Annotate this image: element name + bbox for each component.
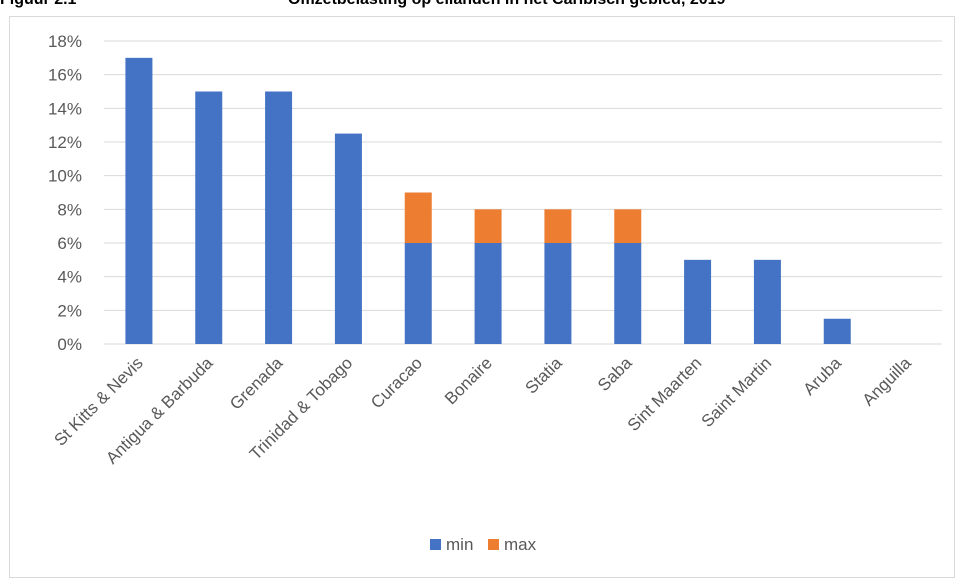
x-tick-label: Grenada bbox=[226, 353, 287, 414]
legend: min max bbox=[430, 535, 537, 554]
y-tick-label: 12% bbox=[48, 133, 82, 152]
legend-label-min: min bbox=[446, 535, 473, 554]
bar-min bbox=[334, 133, 362, 344]
bar-max bbox=[614, 209, 642, 243]
figure-header: Figuur 2.1 Omzetbelasting op eilanden in… bbox=[0, 0, 957, 20]
bar-min bbox=[125, 57, 153, 344]
bars bbox=[125, 57, 851, 344]
bar-min bbox=[684, 259, 712, 344]
y-tick-label: 2% bbox=[57, 301, 82, 320]
x-tick-label: Aruba bbox=[800, 353, 846, 399]
legend-label-max: max bbox=[504, 535, 537, 554]
bar-max bbox=[474, 209, 502, 243]
bar-min bbox=[544, 243, 572, 344]
bar-min bbox=[753, 259, 781, 344]
chart-title: Omzetbelasting op eilanden in het Caribi… bbox=[288, 0, 725, 9]
bar-min bbox=[474, 243, 502, 344]
x-tick-label: Saint Martin bbox=[698, 353, 776, 431]
bar-max bbox=[404, 192, 432, 243]
y-tick-label: 18% bbox=[48, 32, 82, 51]
x-tick-label: Bonaire bbox=[441, 353, 496, 408]
figure-label: Figuur 2.1 bbox=[0, 0, 76, 9]
bar-min bbox=[195, 91, 223, 344]
y-tick-label: 14% bbox=[48, 99, 82, 118]
x-tick-label: Anguilla bbox=[859, 353, 916, 410]
y-tick-label: 0% bbox=[57, 335, 82, 354]
bar-min bbox=[265, 91, 293, 344]
x-tick-label: Curacao bbox=[367, 353, 426, 412]
bar-min bbox=[823, 318, 851, 344]
gridlines bbox=[104, 40, 942, 345]
legend-swatch-min bbox=[430, 539, 441, 550]
legend-swatch-max bbox=[488, 539, 499, 550]
y-tick-label: 8% bbox=[57, 200, 82, 219]
y-tick-label: 10% bbox=[48, 167, 82, 186]
x-tick-label: Saba bbox=[594, 353, 636, 395]
x-tick-label: Statia bbox=[522, 353, 567, 398]
y-tick-label: 4% bbox=[57, 268, 82, 287]
bar-min bbox=[404, 243, 432, 344]
y-axis-tick-labels: 0% 2% 4% 6% 8% 10% 12% 14% 16% 18% bbox=[48, 32, 82, 354]
bar-min bbox=[614, 243, 642, 344]
x-tick-label: Sint Maarten bbox=[624, 353, 706, 435]
bar-max bbox=[544, 209, 572, 243]
y-tick-label: 6% bbox=[57, 234, 82, 253]
y-tick-label: 16% bbox=[48, 66, 82, 85]
